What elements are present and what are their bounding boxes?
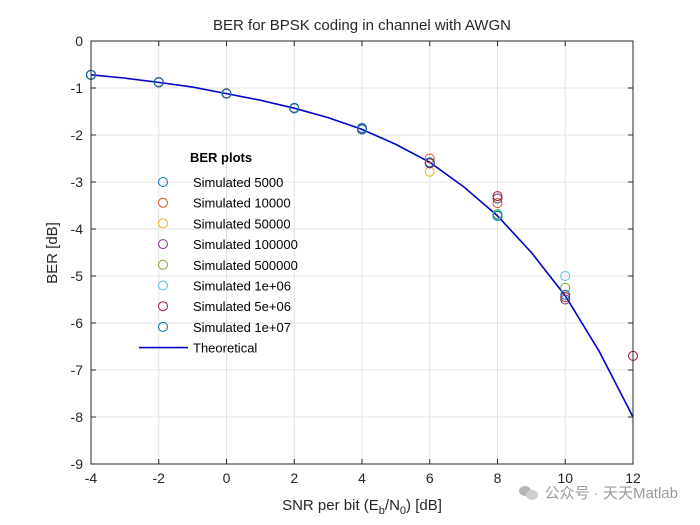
legend: BER plots Simulated 5000 Simulated 10000 Si… bbox=[139, 150, 298, 356]
legend-marker bbox=[158, 301, 168, 312]
x-label-sub-0: 0 bbox=[400, 505, 406, 517]
legend-label: Simulated 10000 bbox=[193, 196, 291, 211]
x-tick-label: 6 bbox=[426, 470, 434, 486]
watermark-text: 公众号 · 天天Matlab bbox=[544, 485, 678, 502]
data-point-series-2 bbox=[424, 153, 435, 164]
legend-label: Simulated 500000 bbox=[193, 258, 298, 273]
wechat-icon bbox=[518, 485, 539, 501]
legend-marker bbox=[158, 177, 168, 187]
data-point-series-4 bbox=[492, 193, 503, 204]
grid bbox=[90, 40, 634, 465]
legend-marker bbox=[158, 280, 168, 291]
series-layer bbox=[86, 69, 638, 418]
data-point-series-8 bbox=[289, 103, 300, 114]
chart-title: BER for BPSK coding in channel with AWGN bbox=[213, 17, 511, 34]
legend-marker bbox=[158, 197, 168, 208]
x-label-part-end: ) [dB] bbox=[406, 497, 442, 514]
x-tick-label: -4 bbox=[85, 470, 98, 486]
x-tick-label: 12 bbox=[625, 470, 641, 486]
legend-title: BER plots bbox=[190, 150, 252, 165]
data-point-series-8 bbox=[357, 124, 367, 135]
axis-ticks: -4 -2 0 2 4 6 8 10 12 0 -1 -2 -3 -4 -5 -6 -7 -8 -9 bbox=[71, 33, 641, 486]
x-tick-label: 2 bbox=[290, 470, 298, 486]
y-tick-label: -8 bbox=[71, 409, 84, 425]
y-tick-label: -9 bbox=[71, 456, 84, 472]
x-label-part-main: SNR per bit (E bbox=[282, 497, 379, 514]
y-axis-label: BER [dB] bbox=[44, 222, 61, 284]
data-point-series-7 bbox=[560, 292, 571, 303]
y-tick-label: -4 bbox=[71, 221, 84, 237]
legend-label: Simulated 1e+07 bbox=[193, 320, 291, 335]
watermark: 公众号 · 天天Matlab bbox=[518, 482, 678, 503]
y-tick-label: -3 bbox=[71, 174, 84, 190]
y-tick-label: -7 bbox=[71, 362, 84, 378]
data-point-series-8 bbox=[221, 88, 232, 99]
x-tick-label: -2 bbox=[153, 470, 166, 486]
theoretical-line bbox=[90, 74, 634, 418]
data-point-series-2 bbox=[492, 198, 503, 209]
legend-label: Simulated 5000 bbox=[193, 175, 283, 190]
legend-label: Simulated 1e+06 bbox=[193, 279, 291, 294]
data-point-series-6 bbox=[560, 271, 571, 281]
legend-marker bbox=[158, 321, 168, 332]
data-point-series-7 bbox=[492, 191, 503, 202]
y-tick-label: -1 bbox=[71, 80, 84, 96]
legend-marker bbox=[158, 259, 168, 270]
x-tick-label: 8 bbox=[494, 470, 502, 486]
legend-marker bbox=[158, 218, 168, 229]
legend-label: Simulated 50000 bbox=[193, 216, 291, 231]
y-tick-label: 0 bbox=[75, 33, 83, 49]
x-label-sub-b: b bbox=[379, 505, 385, 517]
x-label-part-mid: /N bbox=[385, 497, 400, 514]
legend-label: Theoretical bbox=[193, 341, 257, 356]
x-tick-label: 4 bbox=[358, 470, 366, 486]
data-point-series-8 bbox=[492, 210, 503, 221]
data-point-series-8 bbox=[560, 289, 571, 300]
legend-marker bbox=[158, 239, 168, 250]
data-point-series-8 bbox=[153, 77, 164, 88]
x-tick-label: 10 bbox=[557, 470, 573, 486]
x-axis-label: SNR per bit (Eb/N0) [dB] bbox=[282, 497, 442, 517]
legend-label: Simulated 100000 bbox=[193, 237, 298, 252]
x-tick-label: 0 bbox=[223, 470, 231, 486]
legend-label: Simulated 5e+06 bbox=[193, 299, 291, 314]
y-tick-label: -5 bbox=[71, 268, 84, 284]
data-point-series-8 bbox=[424, 157, 435, 168]
data-point-series-4 bbox=[560, 294, 571, 305]
y-tick-label: -6 bbox=[71, 315, 84, 331]
y-tick-label: -2 bbox=[71, 127, 84, 143]
